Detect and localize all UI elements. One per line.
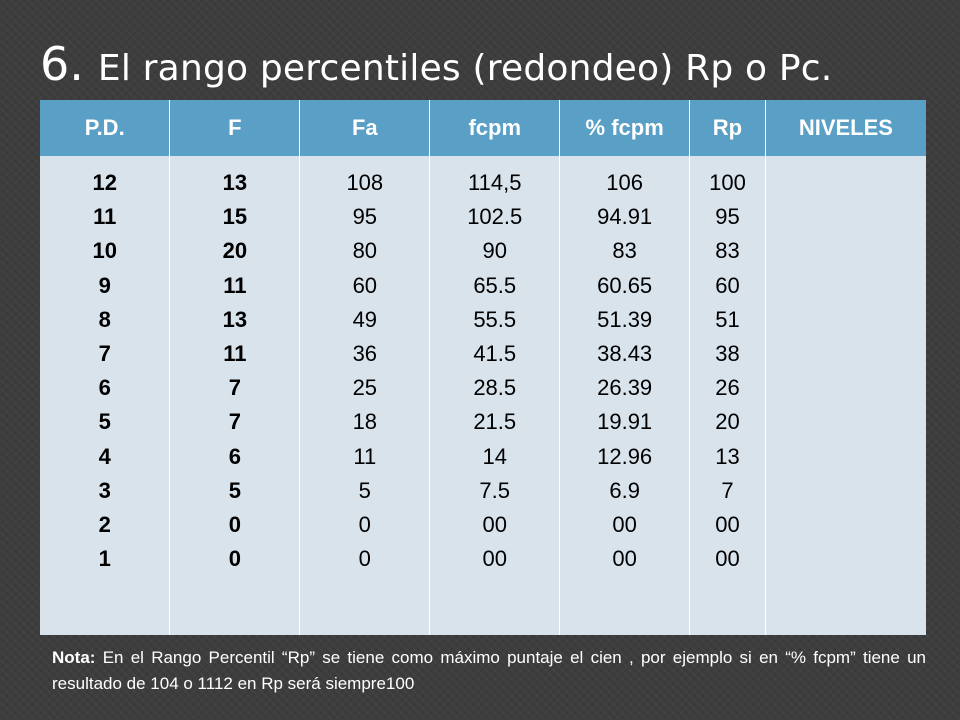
cell-value: 11 [223,272,247,298]
cell-value: 2 [98,512,111,538]
cell-value: 3 [98,477,111,503]
cell-value: 12.96 [597,443,653,469]
header-pct-fcpm: % fcpm [559,100,691,156]
cell-value: 7 [721,477,734,503]
cell-value: 0 [228,512,241,538]
cell-value: 60.65 [597,272,653,298]
cell-value: 00 [715,546,740,572]
cell-value: 90 [482,238,507,264]
cell-value: 19.91 [597,409,653,435]
col-niveles [765,156,926,635]
cell-value: 65.5 [473,272,517,298]
cell-value: 38 [715,341,740,367]
header-pd: P.D. [40,100,171,156]
cell-value: 55.5 [473,306,517,332]
col-fa: 108 95 80 60 49 36 25 18 11 5 0 0 [299,156,431,635]
cell-value: 4 [98,443,111,469]
col-fcpm: 114,5 102.5 90 65.5 55.5 41.5 28.5 21.5 14 7.5 00 0… [429,156,561,635]
cell-value: 13 [222,306,248,332]
cell-value: 6 [98,375,111,401]
header-niveles: NIVELES [765,100,926,156]
cell-value: 21.5 [473,409,517,435]
title-number: 6. [40,37,84,91]
cell-value: 83 [715,238,740,264]
cell-value: 15 [222,204,248,230]
cell-value: 5 [228,477,241,503]
cell-value: 51 [715,306,740,332]
header-f: F [169,100,301,156]
cell-value: 108 [346,170,384,195]
note-label: Nota: [52,648,96,667]
cell-value: 7.5 [479,477,511,503]
cell-value: 14 [482,443,507,469]
cell-value: 0 [358,512,371,538]
cell-value: 0 [228,546,241,572]
cell-value: 26.39 [597,375,653,401]
cell-value: 20 [715,409,740,435]
slide-title: 6. El rango percentiles (redondeo) Rp o P… [40,34,940,94]
cell-value: 60 [715,272,740,298]
cell-value: 28.5 [473,375,517,401]
cell-value: 00 [612,546,637,572]
col-f: 13 15 20 11 13 11 7 7 6 5 0 0 [169,156,301,635]
cell-value: 9 [98,272,111,298]
cell-value: 00 [715,512,740,538]
cell-value: 95 [715,204,740,230]
cell-value: 5 [98,409,111,435]
title-text: El rango percentiles (redondeo) Rp o Pc. [97,48,833,89]
cell-value: 49 [352,306,378,332]
cell-value: 36 [352,341,378,367]
cell-value: 60 [352,272,378,298]
cell-value: 00 [482,546,507,572]
cell-value: 7 [98,341,111,367]
header-fa: Fa [299,100,431,156]
cell-value: 6.9 [609,477,640,503]
cell-value: 18 [352,409,378,435]
cell-value: 102.5 [467,204,523,230]
cell-value: 8 [98,306,111,332]
col-pd: 12 11 10 9 8 7 6 5 4 3 2 1 [40,156,171,635]
cell-value: 6 [228,443,241,469]
cell-value: 106 [606,170,643,195]
cell-value: 11 [93,204,117,230]
note-text: En el Rango Percentil “Rp” se tiene como… [52,648,926,693]
col-pct-fcpm: 106 94.91 83 60.65 51.39 38.43 26.39 19.91 12.96… [559,156,691,635]
cell-value: 83 [612,238,637,264]
cell-value: 7 [228,375,241,401]
cell-value: 13 [715,443,740,469]
cell-value: 5 [358,477,371,503]
cell-value: 100 [709,170,746,195]
cell-value: 25 [352,375,378,401]
cell-value: 26 [715,375,740,401]
cell-value: 7 [228,409,241,435]
cell-value: 94.91 [597,204,653,230]
percentile-table: P.D. F Fa fcpm % fcpm Rp NIVELES 12 11 10 9… [40,100,926,635]
table-body-row: 12 11 10 9 8 7 6 5 4 3 2 1 13 15 20 11 13 11 7 7 6 5 0 0 108 95… [40,156,926,635]
cell-value: 10 [92,238,117,264]
footnote: Nota: En el Rango Percentil “Rp” se tien… [52,645,926,697]
header-fcpm: fcpm [429,100,561,156]
cell-value: 41.5 [473,341,517,367]
cell-value: 13 [222,170,248,195]
cell-value: 80 [352,238,378,264]
cell-value: 11 [353,443,377,469]
col-rp: 100 95 83 60 51 38 26 20 13 7 00 00 [689,156,766,635]
header-rp: Rp [689,100,766,156]
cell-value: 00 [612,512,637,538]
cell-value: 12 [92,170,117,195]
table-header-row: P.D. F Fa fcpm % fcpm Rp NIVELES [40,100,926,156]
cell-value: 0 [358,546,371,572]
cell-value: 95 [352,204,378,230]
cell-value: 00 [482,512,507,538]
cell-value: 38.43 [597,341,653,367]
cell-value: 11 [223,341,247,367]
cell-value: 1 [98,546,111,572]
cell-value: 114,5 [468,170,522,195]
cell-value: 20 [222,238,248,264]
cell-value: 51.39 [597,306,653,332]
